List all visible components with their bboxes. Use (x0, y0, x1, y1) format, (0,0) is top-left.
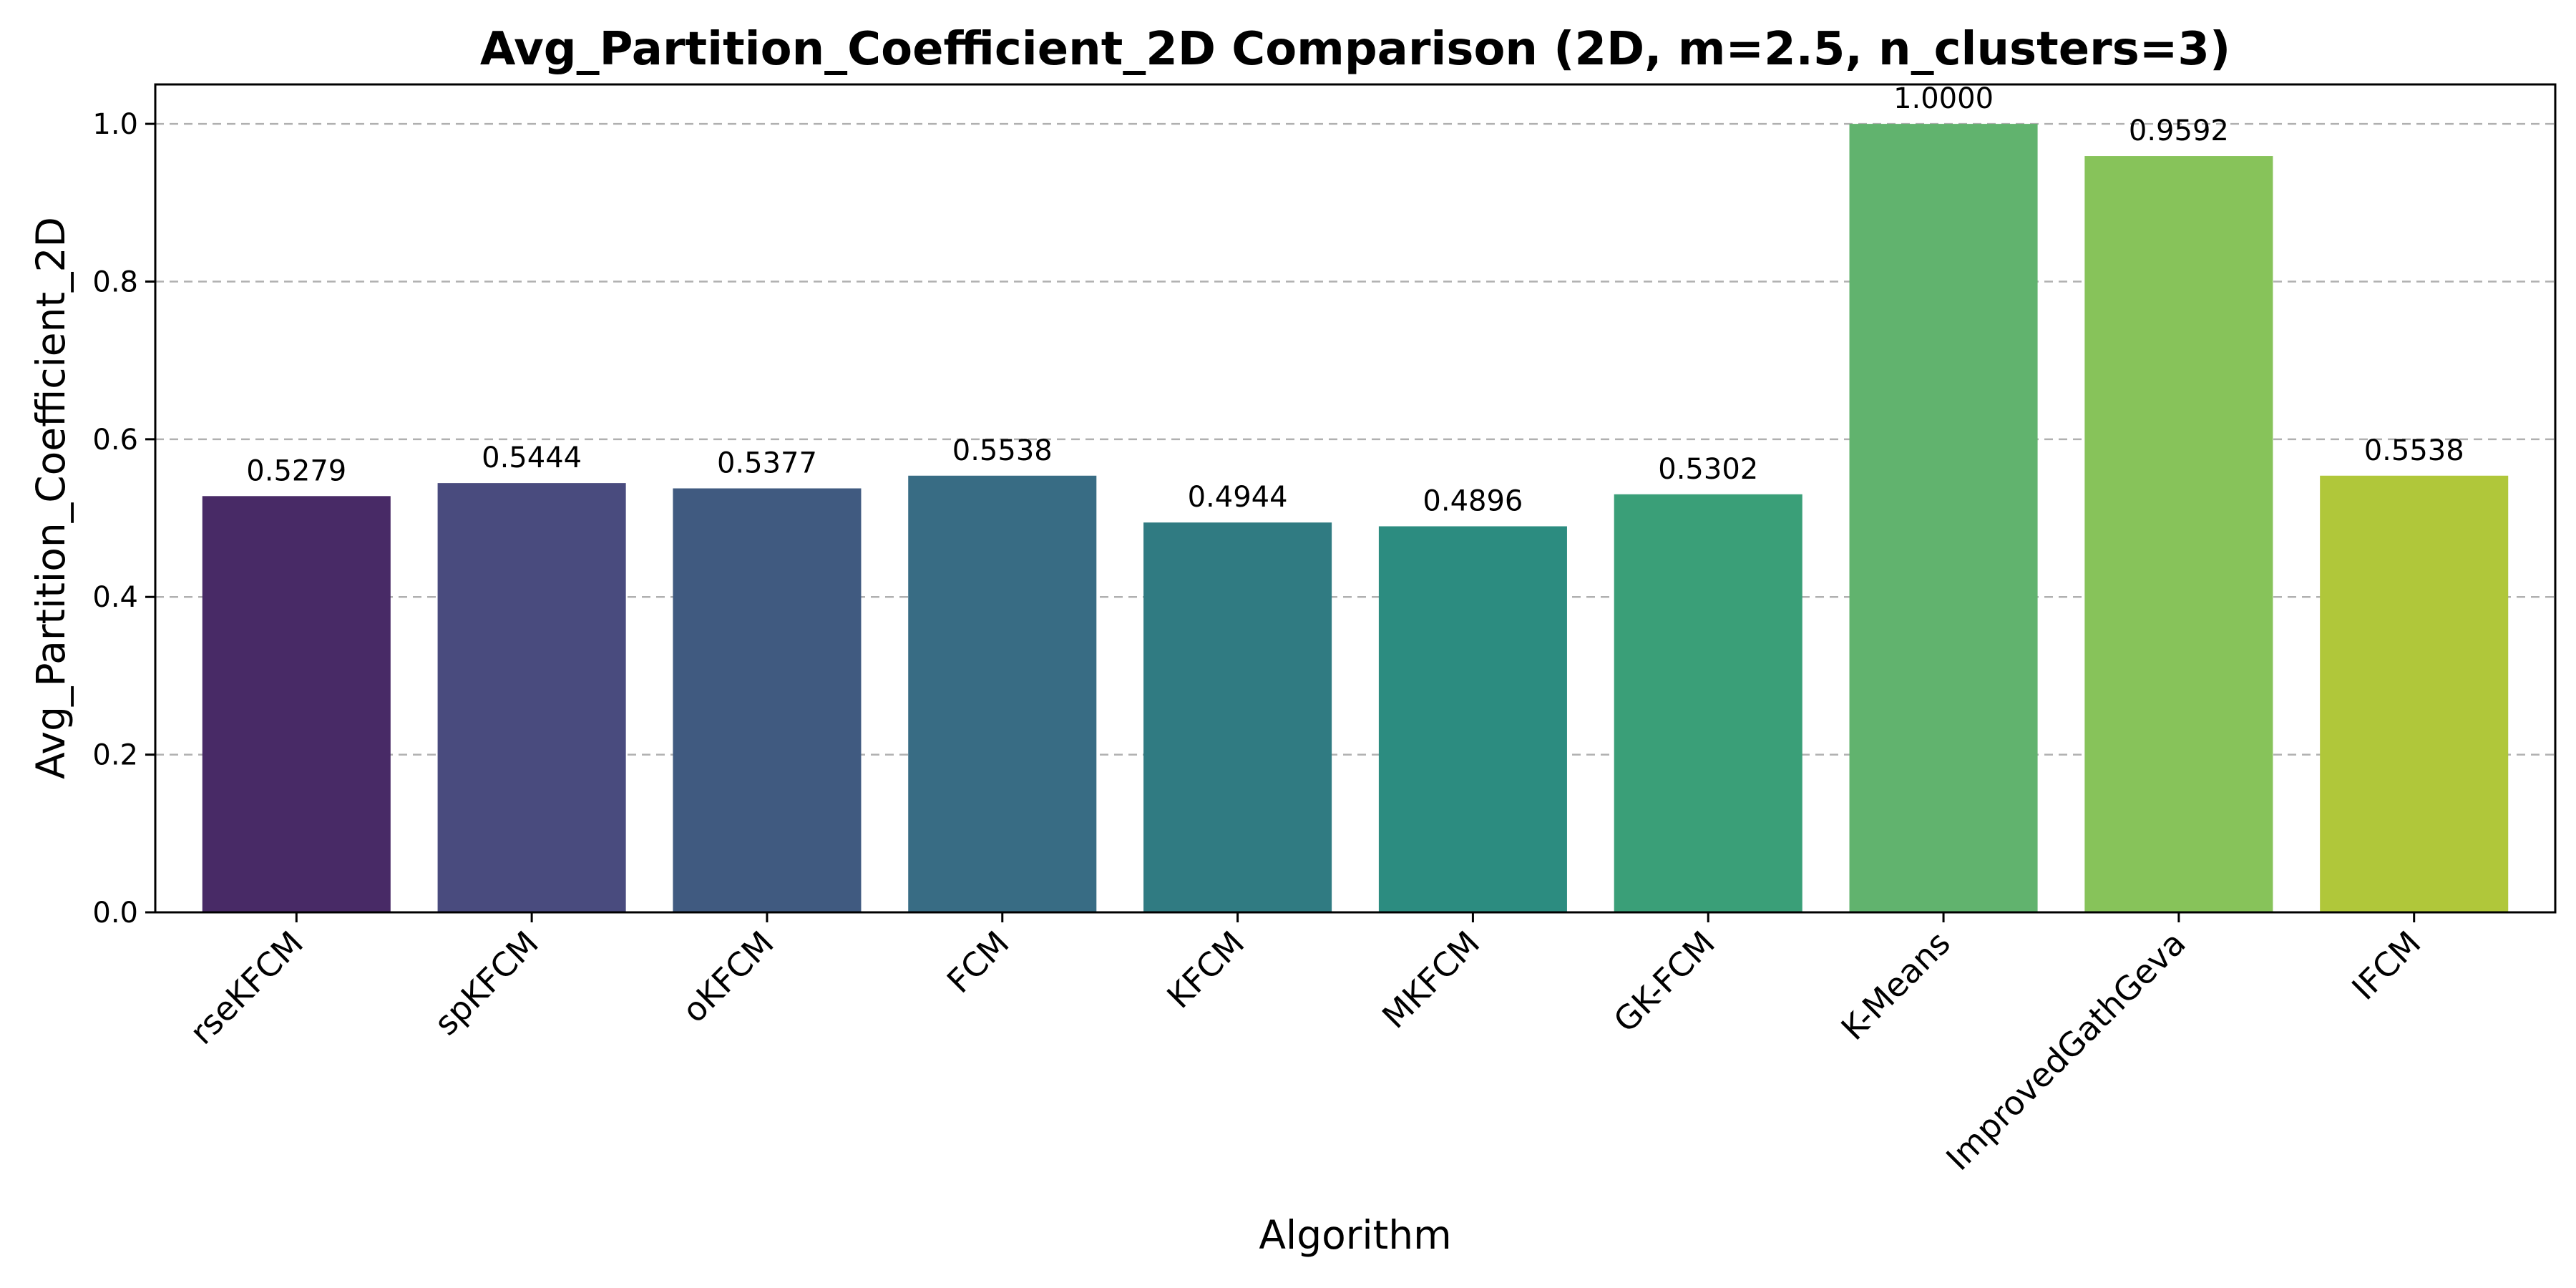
y-axis: 0.0 0.2 0.4 0.6 0.8 1.0 (92, 108, 155, 930)
chart-title: Avg_Partition_Coefficient_2D Comparison … (480, 23, 2230, 76)
bar (2320, 475, 2509, 912)
x-tick-label: FCM (940, 924, 1017, 1001)
bar (1143, 522, 1332, 912)
x-tick-label: IFCM (2344, 924, 2428, 1008)
y-tick-label: 1.0 (92, 108, 138, 141)
bar (908, 475, 1097, 912)
bar-value-label: 0.5538 (2364, 434, 2464, 467)
bar (2084, 156, 2273, 912)
bar-value-label: 0.9592 (2129, 114, 2229, 147)
y-tick-label: 0.8 (92, 265, 138, 298)
bar (437, 483, 626, 912)
bar-value-label: 0.5279 (246, 454, 346, 487)
y-tick-label: 0.0 (92, 897, 138, 930)
y-tick-label: 0.4 (92, 581, 138, 614)
bar-value-label: 0.5302 (1658, 453, 1758, 486)
bar-value-label: 0.5444 (482, 441, 582, 474)
x-axis: rseKFCM spKFCM oKFCM FCM KFCM MKFCM GK-FCM K-Me… (182, 912, 2428, 1178)
bar (1378, 526, 1567, 912)
bar-value-label: 0.5538 (952, 434, 1053, 467)
data-labels-layer: 0.5279 0.5444 0.5377 0.5538 0.4944 0.4896 0.53… (246, 82, 2464, 517)
x-tick-label: KFCM (1159, 924, 1252, 1016)
bar (1614, 494, 1802, 912)
bar-value-label: 0.4896 (1423, 485, 1523, 518)
bar-value-label: 1.0000 (1893, 82, 1994, 115)
bar-value-label: 0.5377 (717, 447, 817, 480)
y-tick-label: 0.2 (92, 739, 138, 772)
x-axis-label: Algorithm (1259, 1212, 1451, 1258)
plot-area-frame (154, 83, 2557, 914)
y-tick-label: 0.6 (92, 424, 138, 457)
x-tick-label: rseKFCM (182, 924, 311, 1052)
bar (673, 488, 862, 912)
bar (1849, 124, 2038, 913)
x-tick-label: MKFCM (1375, 924, 1487, 1036)
y-axis-label: Avg_Partition_Coefficient_2D (28, 217, 74, 779)
x-tick-label: K-Means (1833, 924, 1957, 1048)
x-tick-label: oKFCM (675, 924, 781, 1030)
x-tick-label: GK-FCM (1606, 924, 1722, 1040)
bar (202, 496, 391, 912)
x-tick-label: spKFCM (426, 924, 546, 1043)
bar-value-label: 0.4944 (1188, 481, 1288, 514)
bars-layer (202, 124, 2509, 913)
x-tick-label: ImprovedGathGeva (1938, 924, 2192, 1178)
